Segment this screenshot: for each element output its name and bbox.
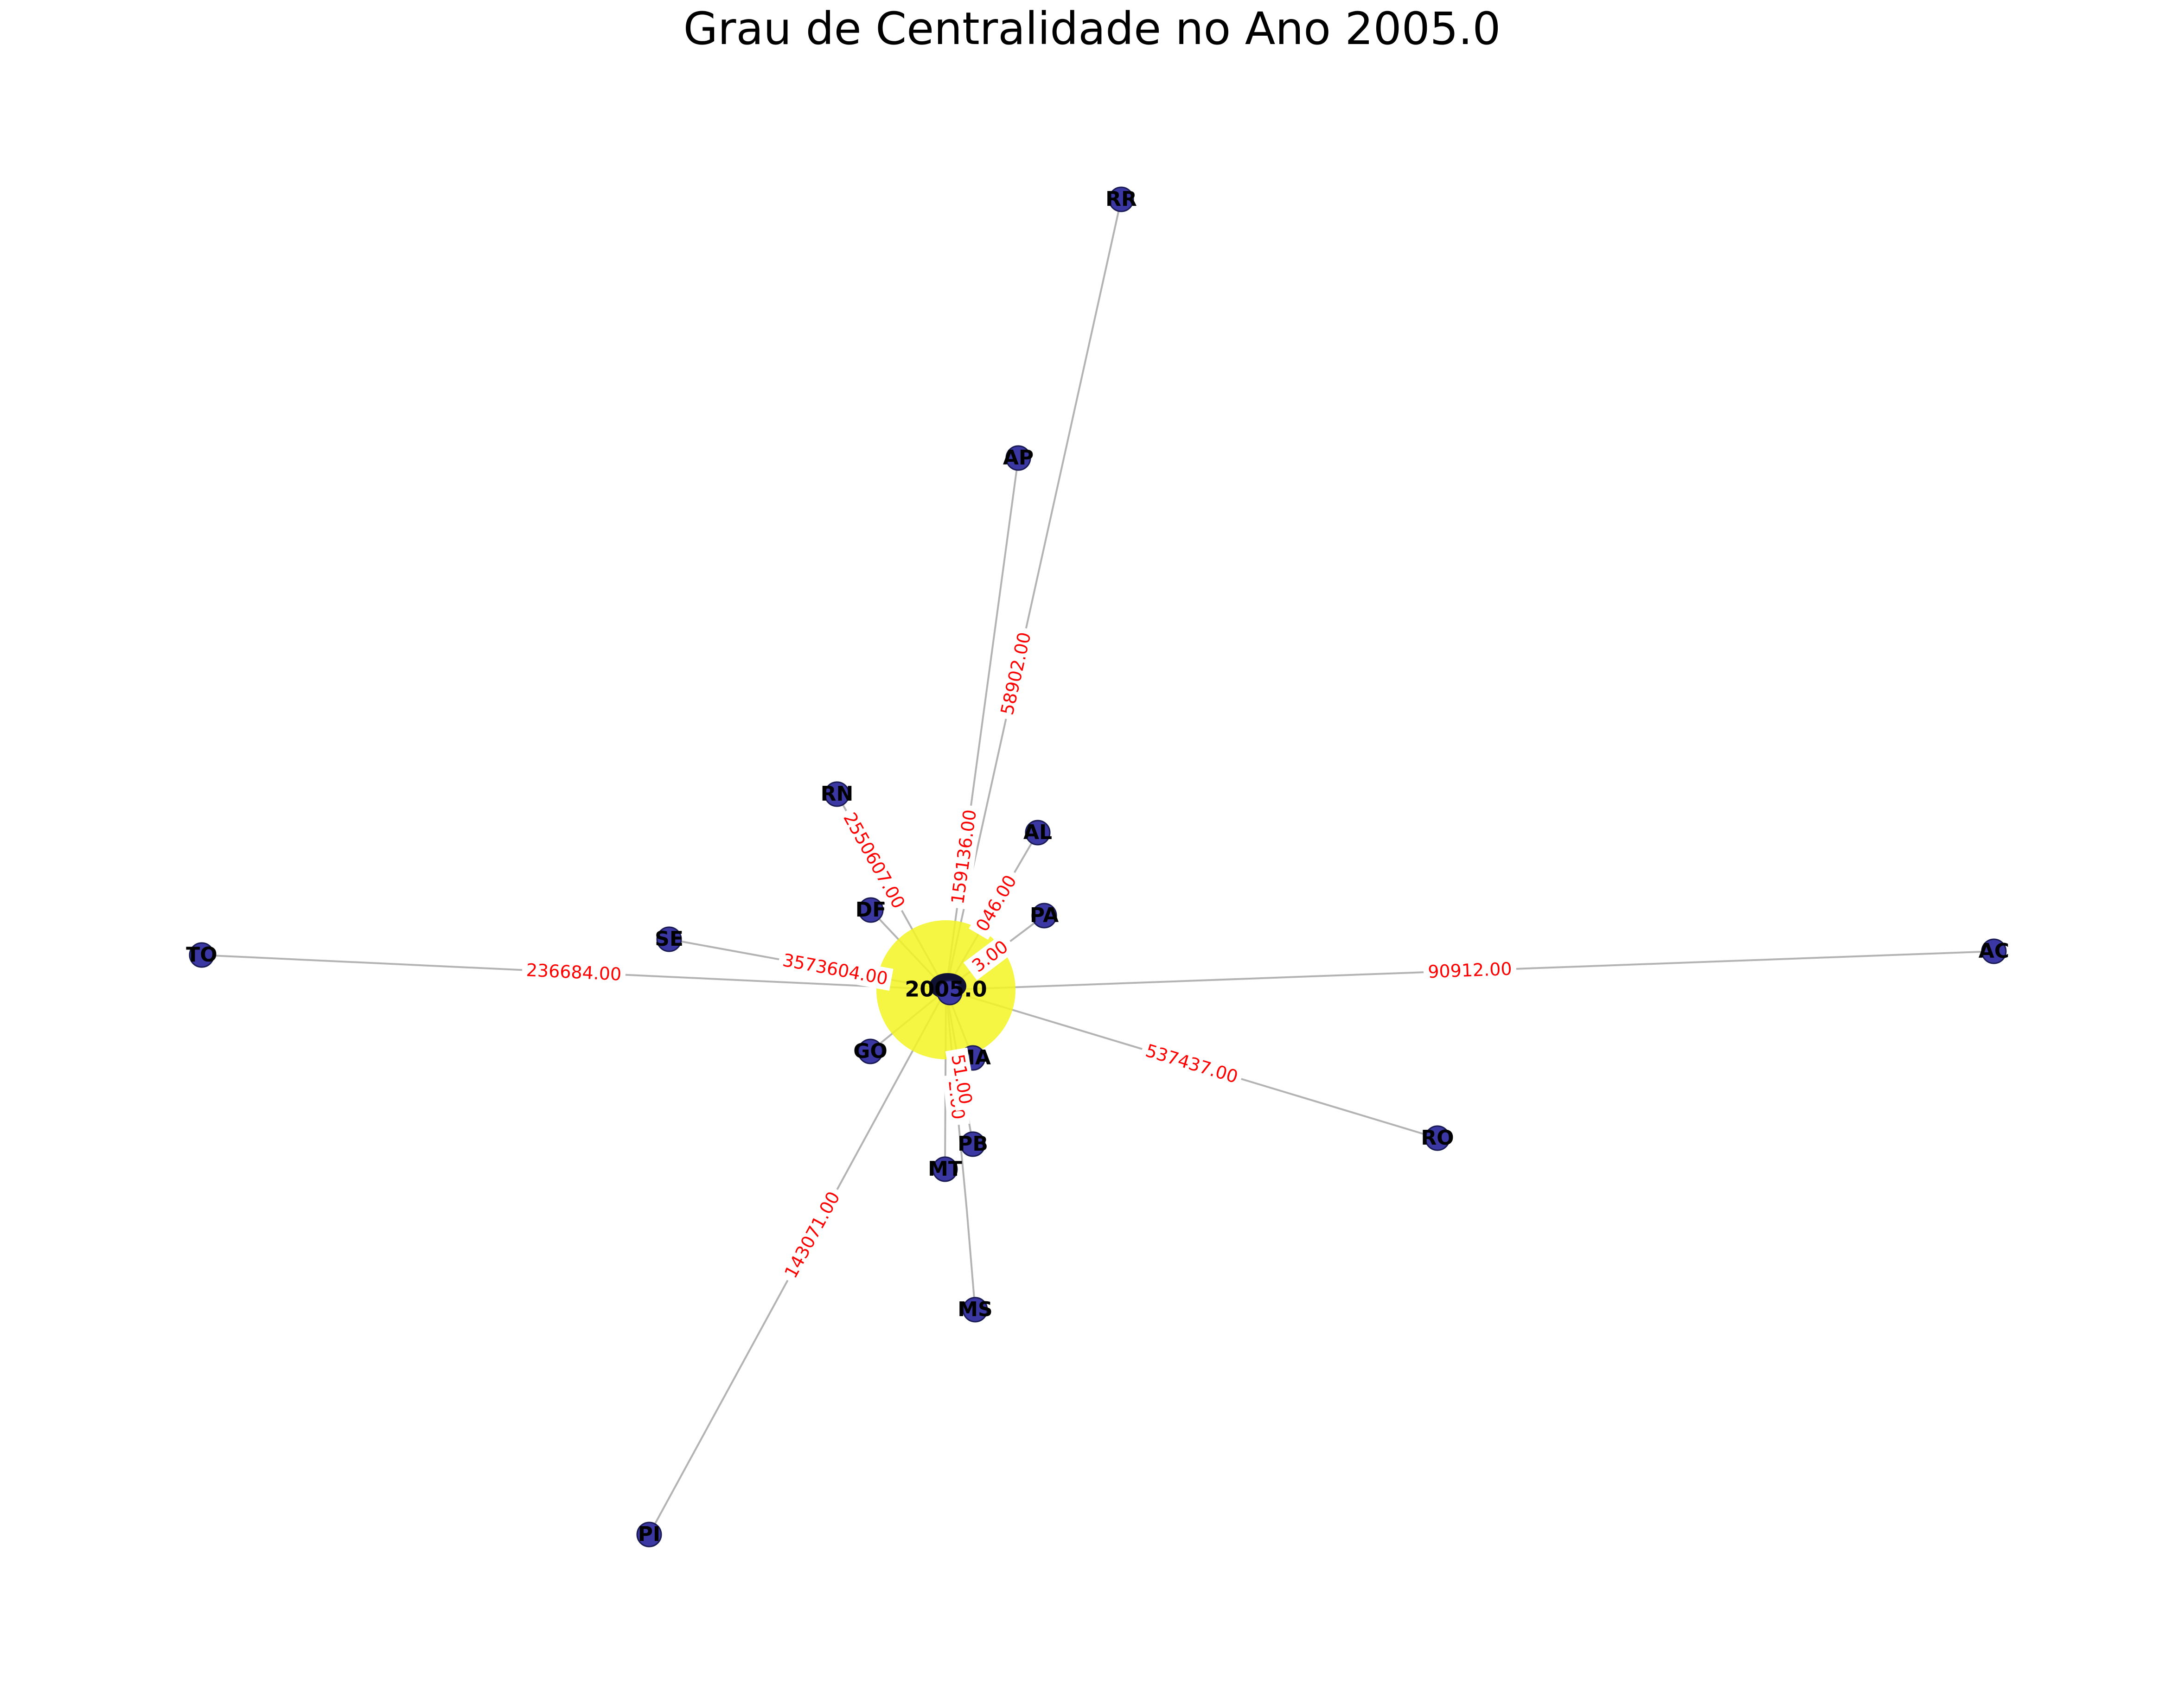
edge-label-group-ac: 90912.00 [1423,957,1517,984]
node-go [857,1038,883,1064]
node-label-pi: PI [638,1522,661,1546]
node-label-rn: RN [821,782,854,806]
edge-label-rn: 2550607.00 [839,809,909,912]
node-df [858,897,884,923]
node-al [1025,820,1051,846]
edge-label-background [778,1184,847,1286]
edge-label-rr: 58902.00 [997,630,1035,717]
node-mt [932,1156,958,1182]
edge-label-background [995,626,1037,721]
node-label-mt: MT [928,1157,962,1181]
edge-segment-ms [966,1210,976,1310]
node-label-df: DF [856,898,887,922]
chart-title: Grau de Centralidade no Ano 2005.0 [683,3,1501,55]
edge-label-ro: 537437.00 [1143,1040,1240,1088]
node-ro [1424,1125,1450,1151]
node-label-pb: PB [958,1132,988,1156]
edge-label-pi: 143071.00 [780,1188,844,1282]
edges-layer [201,199,1994,1535]
node-ap [1005,445,1031,471]
edge-label-background [946,804,982,910]
node-label-se: SE [655,927,683,951]
edge-label-background [777,948,894,991]
edge-label-background [963,932,1017,981]
node-pb [960,1131,986,1157]
hub-center-node [937,980,963,1006]
node-rn [824,781,850,807]
node-label-ac: AC [1979,939,2009,963]
edge-label-group-al: 046.00 [969,866,1024,940]
node-label-ro: RO [1421,1126,1454,1150]
edge-label-to: 236684.00 [526,960,622,985]
node-rr [1108,186,1134,212]
node-label-ap: AP [1003,446,1034,470]
edge-label-group-ap: 159136.00 [946,804,982,910]
node-ac [1981,938,2007,964]
edge-label-group-to: 236684.00 [522,959,626,986]
node-label-to: TO [186,943,217,967]
node-label-al: AL [1023,821,1052,844]
edge-rr [945,199,1122,990]
edge-label-background [969,866,1024,940]
edge-label-background [837,805,912,916]
edge-label-background [522,959,626,986]
node-to [189,942,215,968]
node-label-rr: RR [1105,187,1137,211]
edge-label-group-pb: 51.00 [945,1047,978,1111]
edge-label-background [1139,1038,1245,1090]
hub-label: 2005.0 [905,977,987,1002]
edge-label-group-pi: 143071.00 [778,1184,847,1286]
edge-label-background [1423,957,1517,984]
node-label-ms: MS [958,1298,992,1321]
edge-label-background [945,1047,978,1111]
edge-label-group-rr: 58902.00 [995,626,1037,721]
edge-label-ac: 90912.00 [1428,959,1513,982]
node-pa [1031,903,1057,929]
edge-label-group-ro: 537437.00 [1139,1038,1245,1090]
node-label-go: GO [853,1039,888,1063]
node-label-pa: PA [1030,904,1059,927]
node-se [656,926,682,952]
node-pi [636,1522,662,1547]
node-ms [962,1297,988,1323]
